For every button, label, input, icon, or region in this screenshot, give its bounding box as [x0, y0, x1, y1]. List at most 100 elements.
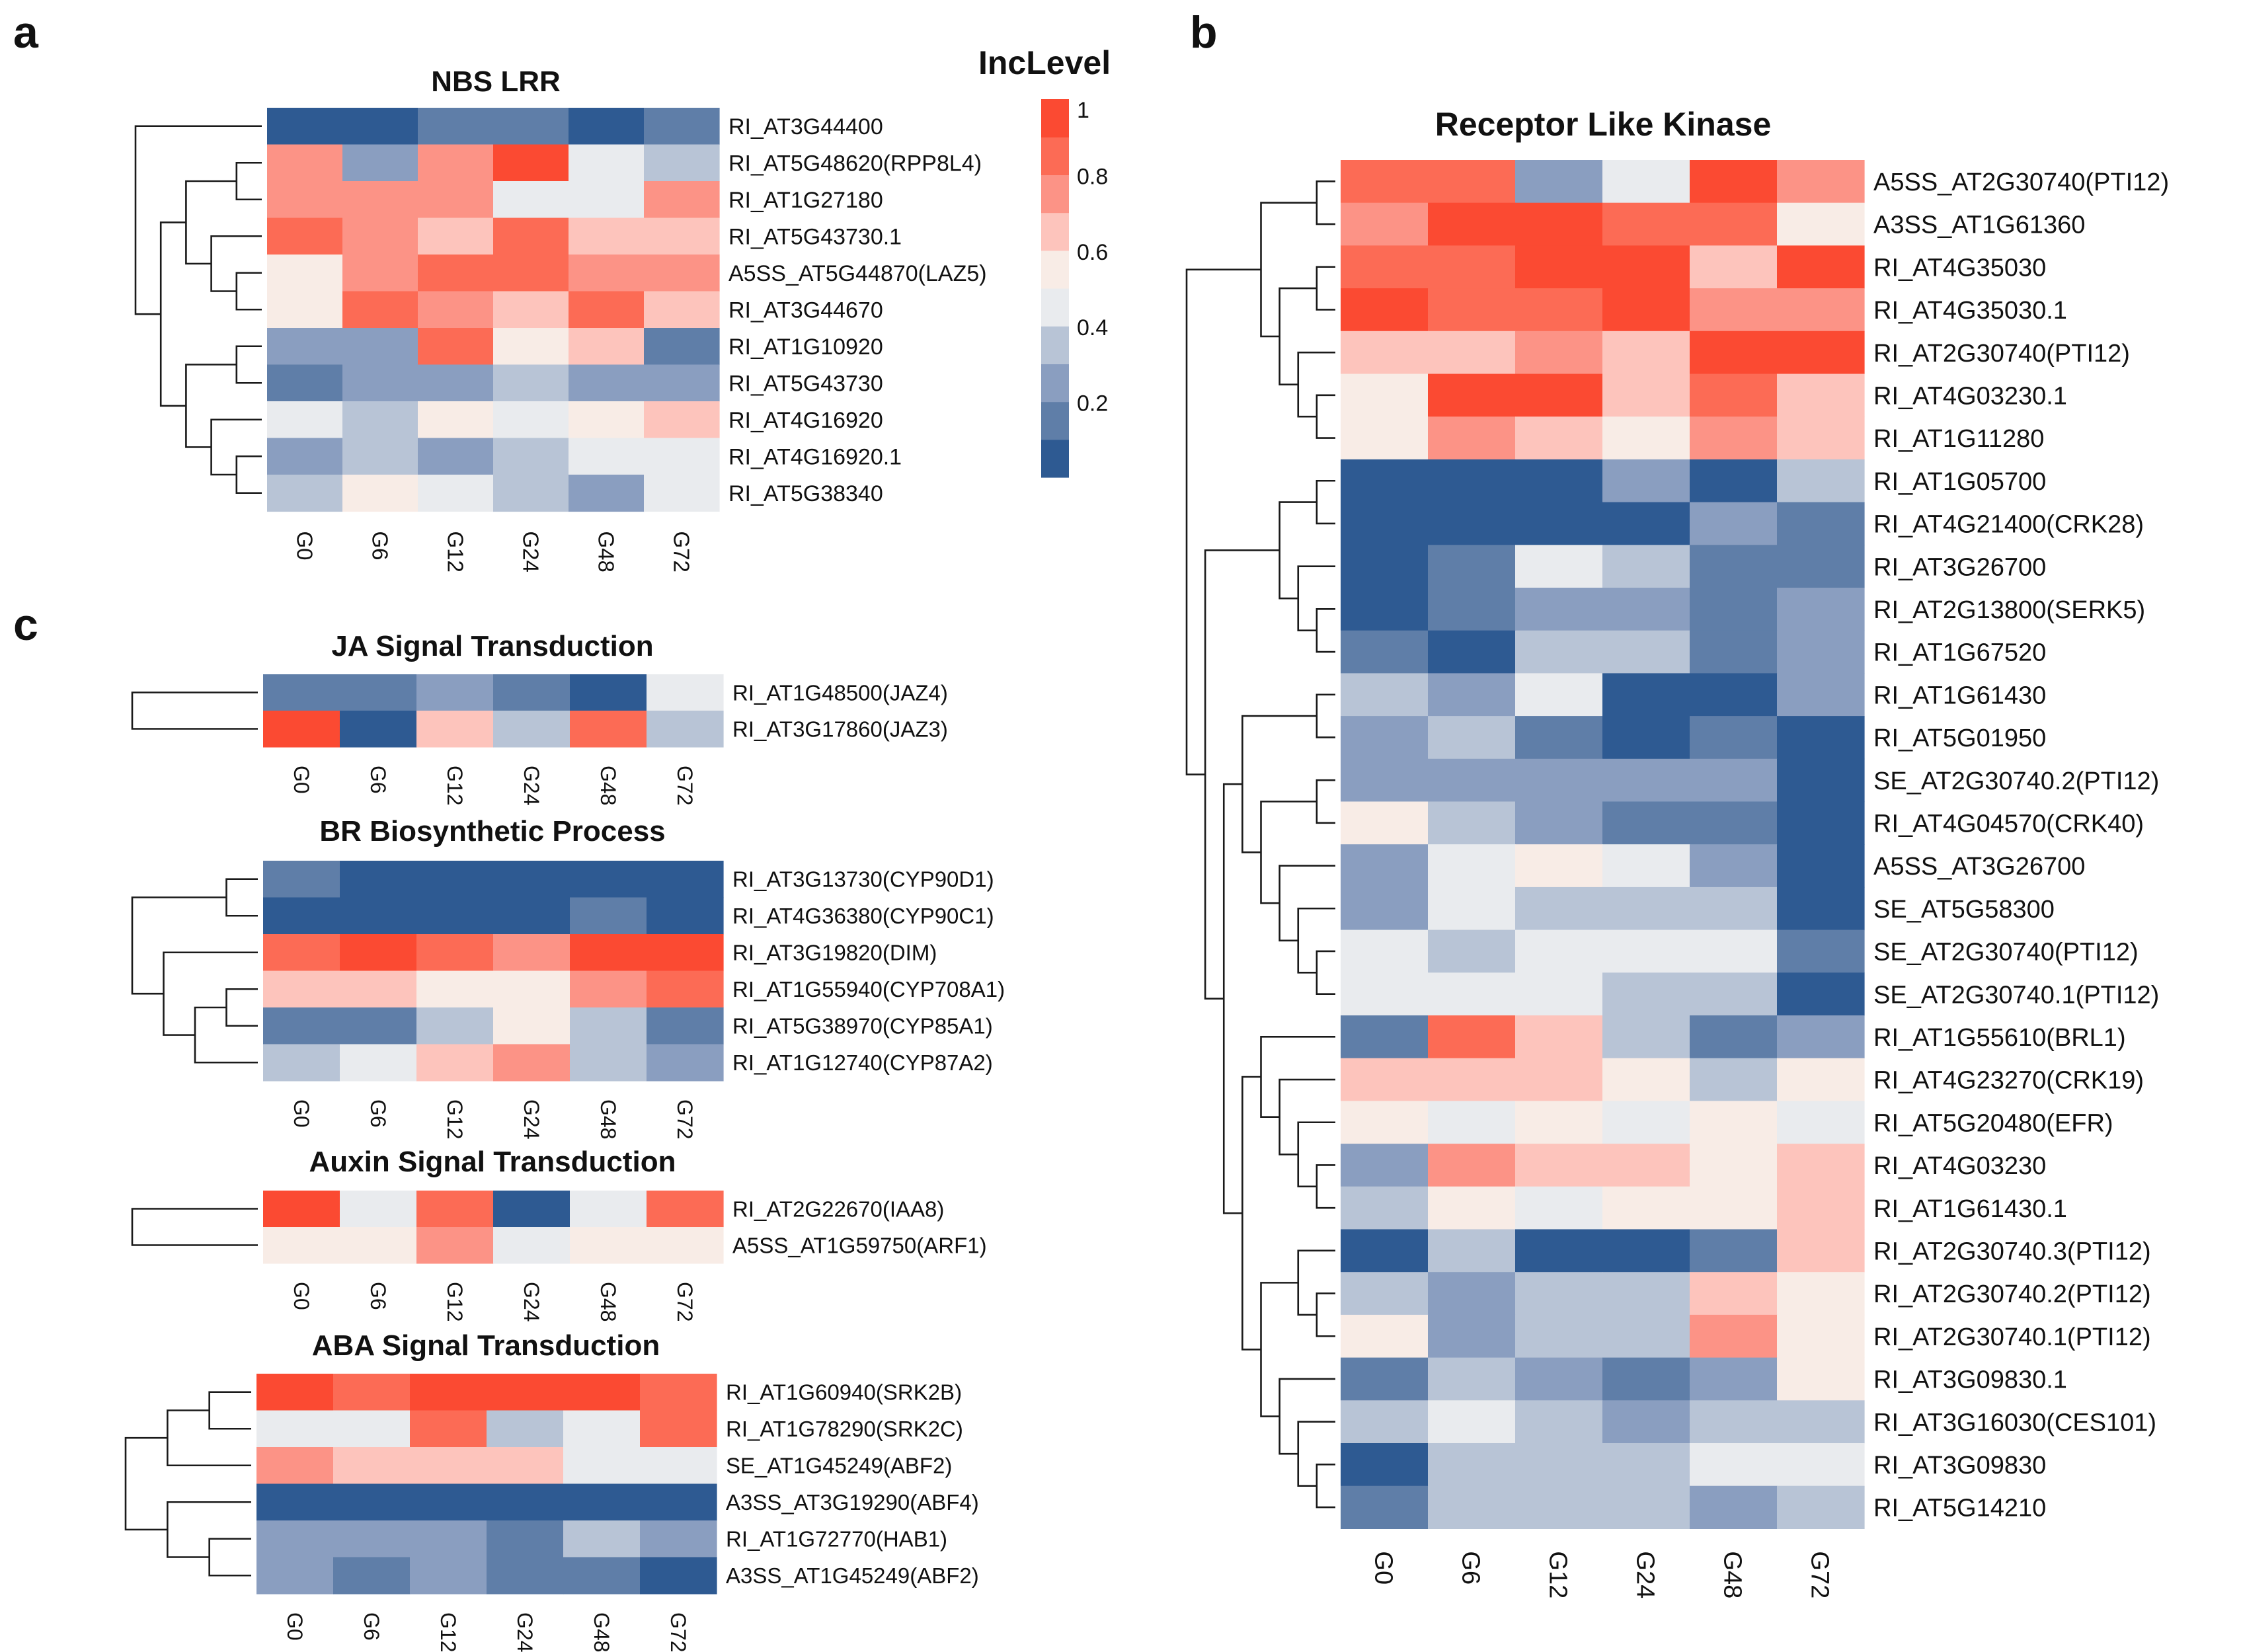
dendrogram-branch [1204, 549, 1280, 1000]
heatmap-cell [1602, 1357, 1690, 1401]
heatmap-cell [416, 861, 494, 898]
heatmap-cell [1777, 160, 1865, 204]
row-label: RI_AT5G43730.1 [728, 224, 902, 249]
heatmap-cell [1690, 1357, 1778, 1401]
dendrogram-branch [1316, 1464, 1335, 1509]
dendrogram-branch [208, 1391, 251, 1430]
heatmap-cell [416, 1227, 494, 1264]
column-label-g48: G48 [594, 531, 618, 572]
heatmap-cell [1428, 630, 1516, 674]
heatmap-cell [267, 401, 343, 439]
heatmap-cell [1690, 502, 1778, 545]
heatmap-cell [340, 897, 417, 935]
heatmap-cell [644, 475, 720, 512]
heatmap-cell [1515, 331, 1603, 375]
heatmap-cell [1690, 929, 1778, 973]
row-label: A5SS_AT3G26700 [1873, 853, 2085, 881]
heatmap-cell [1428, 1229, 1516, 1273]
dendrogram-branch [1241, 1076, 1261, 1351]
dendrogram-branch [1316, 394, 1335, 439]
heatmap-cell [1690, 545, 1778, 588]
heatmap-cell [1602, 716, 1690, 760]
heatmap-cell [1428, 245, 1516, 289]
heatmap-cell [1602, 1186, 1690, 1230]
heatmap-cell [410, 1483, 487, 1521]
heatmap-cell [340, 1044, 417, 1082]
heatmap-cell [1777, 331, 1865, 375]
heatmap-cell [1428, 288, 1516, 332]
column-label-g12: G12 [443, 1099, 467, 1139]
column-label-g0: G0 [290, 1099, 313, 1128]
heatmap-cell [493, 1191, 570, 1228]
heatmap-cell [1341, 245, 1429, 289]
heatmap-cell [563, 1410, 641, 1448]
heatmap-cell [1515, 716, 1603, 760]
heatmap-cell [1777, 288, 1865, 332]
heatmap-cell [647, 861, 724, 898]
legend-swatch [1041, 175, 1069, 214]
heatmap-cell [1341, 331, 1429, 375]
heatmap-cell [570, 1191, 647, 1228]
heatmap-cell [267, 181, 343, 219]
heatmap-cell [493, 401, 569, 439]
row-label: SE_AT2G30740.1(PTI12) [1873, 981, 2159, 1009]
heatmap-cell [1602, 1400, 1690, 1444]
legend-swatch [1041, 250, 1069, 289]
heatmap-cell [644, 144, 720, 182]
heatmap-cell [1515, 844, 1603, 888]
heatmap-cell [640, 1483, 717, 1521]
column-label-g0: G0 [283, 1612, 307, 1641]
heatmap-cell [640, 1520, 717, 1558]
heatmap-cell [569, 328, 645, 366]
heatmap-cell [1428, 202, 1516, 246]
row-label: RI_AT3G09830.1 [1873, 1366, 2067, 1394]
heatmap-cell [1777, 1058, 1865, 1101]
row-label: RI_AT5G14210 [1873, 1495, 2046, 1522]
dendrogram-branch [1316, 1164, 1335, 1209]
heatmap-cell [493, 711, 570, 748]
heatmap-cell [493, 970, 570, 1008]
row-label: RI_AT1G27180 [728, 188, 883, 213]
row-label: RI_AT2G30740.3(PTI12) [1873, 1238, 2151, 1266]
row-label: RI_AT4G16920 [728, 408, 883, 433]
row-label: RI_AT2G30740.1(PTI12) [1873, 1323, 2151, 1351]
heatmap-cell [1428, 459, 1516, 503]
column-label-g12: G12 [443, 531, 467, 572]
heatmap-cell [1690, 1101, 1778, 1144]
dendrogram-branch [1278, 287, 1317, 385]
heatmap-cell [644, 217, 720, 255]
heatmap-cell [1428, 1357, 1516, 1401]
heatmap-cell [644, 438, 720, 475]
heatmap-cell [342, 364, 418, 402]
heatmap-cell [256, 1447, 334, 1485]
heatmap-cell [263, 711, 340, 748]
heatmap-cell [1690, 1272, 1778, 1316]
heatmap-cell [1515, 1144, 1603, 1187]
row-label: A5SS_AT5G44870(LAZ5) [728, 261, 987, 286]
heatmap-cell [342, 475, 418, 512]
heatmap-cell [570, 1044, 647, 1082]
column-label-g0: G0 [292, 531, 317, 561]
heatmap-cell [1515, 1485, 1603, 1529]
column-label-g72: G72 [669, 531, 693, 572]
dendrogram-branch [1278, 865, 1335, 942]
heatmap-cell [263, 1044, 340, 1082]
heatmap-cell [644, 181, 720, 219]
heatmap-cell [493, 897, 570, 935]
heatmap-cell [1777, 1144, 1865, 1187]
row-label: RI_AT3G44670 [728, 297, 883, 323]
heatmap-cell [1690, 758, 1778, 803]
column-label-g72: G72 [673, 766, 697, 805]
heatmap-cell [1515, 545, 1603, 588]
heatmap-cell [487, 1557, 564, 1594]
heatmap-cell [1428, 673, 1516, 717]
heatmap-cell [1428, 716, 1516, 760]
heatmap-cell [1341, 1485, 1429, 1529]
heatmap-cell [1777, 844, 1865, 888]
heatmap-cell [1602, 288, 1690, 332]
column-label-g24: G24 [520, 766, 543, 805]
dendrogram-branch [1260, 1036, 1335, 1118]
heatmap-cell [1515, 1101, 1603, 1144]
chart-title: Receptor Like Kinase [1435, 106, 1772, 143]
heatmap-cell [267, 217, 343, 255]
